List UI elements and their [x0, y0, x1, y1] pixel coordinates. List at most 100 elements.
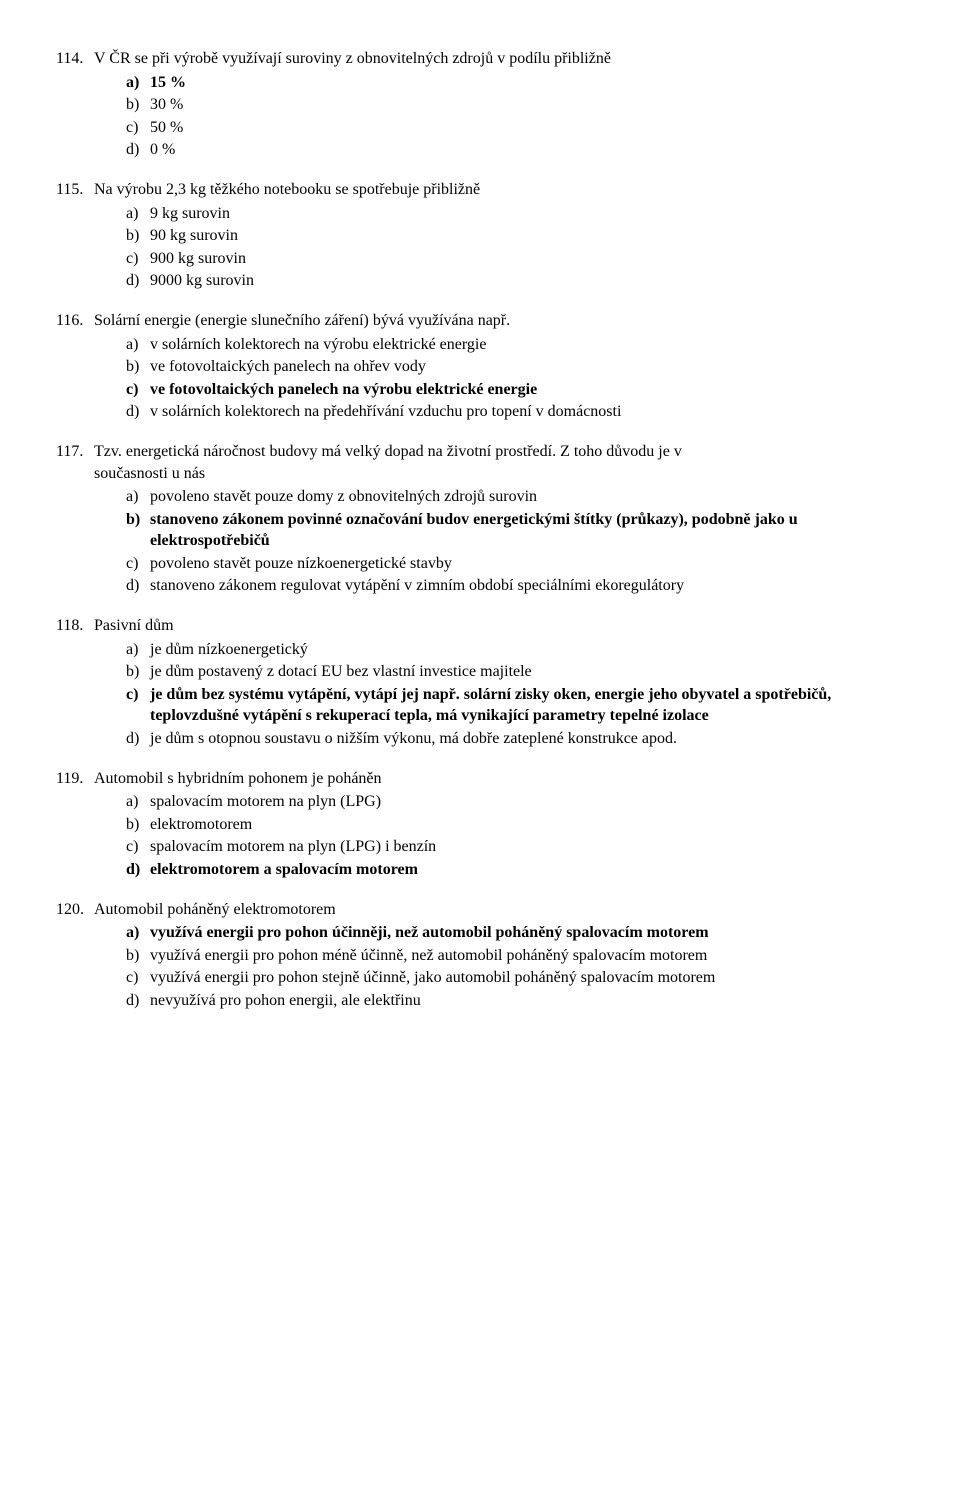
option-text: je dům bez systému vytápění, vytápí jej …: [150, 684, 904, 727]
options-list: a)spalovacím motorem na plyn (LPG)b)elek…: [126, 791, 904, 880]
question-stem: Pasivní dům: [94, 615, 904, 637]
option-text: využívá energii pro pohon stejně účinně,…: [150, 967, 904, 989]
option-text: elektromotorem: [150, 814, 904, 836]
option-text: je dům postavený z dotací EU bez vlastní…: [150, 661, 904, 683]
option-letter: c): [126, 836, 150, 858]
option-text: 90 kg surovin: [150, 225, 904, 247]
option-text: 0 %: [150, 139, 904, 161]
question-number: 119.: [56, 768, 94, 790]
option-letter: a): [126, 639, 150, 661]
question: 117.Tzv. energetická náročnost budovy má…: [56, 441, 904, 597]
option: d)stanoveno zákonem regulovat vytápění v…: [126, 575, 904, 597]
question-stem-row: 119.Automobil s hybridním pohonem je poh…: [56, 768, 904, 790]
option-text: ve fotovoltaických panelech na výrobu el…: [150, 379, 904, 401]
option-text: elektromotorem a spalovacím motorem: [150, 859, 904, 881]
option-letter: c): [126, 379, 150, 401]
option: d)v solárních kolektorech na předehříván…: [126, 401, 904, 423]
question-number: 118.: [56, 615, 94, 637]
options-list: a)povoleno stavět pouze domy z obnovitel…: [126, 486, 904, 597]
option-text: je dům nízkoenergetický: [150, 639, 904, 661]
question-stem: Automobil s hybridním pohonem je poháněn: [94, 768, 904, 790]
option-text: 9 kg surovin: [150, 203, 904, 225]
option-letter: b): [126, 509, 150, 531]
question-stem: Solární energie (energie slunečního záře…: [94, 310, 904, 332]
option-letter: b): [126, 945, 150, 967]
option-text: nevyužívá pro pohon energii, ale elektři…: [150, 990, 904, 1012]
option: b)30 %: [126, 94, 904, 116]
option-text: využívá energii pro pohon účinněji, než …: [150, 922, 904, 944]
option-letter: a): [126, 72, 150, 94]
option-text: povoleno stavět pouze domy z obnovitelný…: [150, 486, 904, 508]
option-text: spalovacím motorem na plyn (LPG): [150, 791, 904, 813]
option-text: 50 %: [150, 117, 904, 139]
option-letter: a): [126, 922, 150, 944]
option-text: je dům s otopnou soustavu o nižším výkon…: [150, 728, 904, 750]
question: 114.V ČR se při výrobě využívají surovin…: [56, 48, 904, 161]
option: a)spalovacím motorem na plyn (LPG): [126, 791, 904, 813]
option-text: v solárních kolektorech na předehřívání …: [150, 401, 904, 423]
option-text: spalovacím motorem na plyn (LPG) i benzí…: [150, 836, 904, 858]
question-stem-row: 118.Pasivní dům: [56, 615, 904, 637]
option-letter: d): [126, 575, 150, 597]
option-letter: d): [126, 990, 150, 1012]
option-letter: b): [126, 814, 150, 836]
option-text: využívá energii pro pohon méně účinně, n…: [150, 945, 904, 967]
option-letter: c): [126, 684, 150, 706]
question-number: 120.: [56, 899, 94, 921]
option-letter: a): [126, 791, 150, 813]
options-list: a)je dům nízkoenergetickýb)je dům postav…: [126, 639, 904, 750]
option-text: 9000 kg surovin: [150, 270, 904, 292]
question-stem: Tzv. energetická náročnost budovy má vel…: [94, 441, 904, 463]
question-stem-row: 114.V ČR se při výrobě využívají surovin…: [56, 48, 904, 70]
option: c)50 %: [126, 117, 904, 139]
option: a)v solárních kolektorech na výrobu elek…: [126, 334, 904, 356]
option-text: povoleno stavět pouze nízkoenergetické s…: [150, 553, 904, 575]
option-letter: b): [126, 225, 150, 247]
option: c)je dům bez systému vytápění, vytápí je…: [126, 684, 904, 727]
option-letter: c): [126, 117, 150, 139]
question-number: 114.: [56, 48, 94, 70]
document-body: 114.V ČR se při výrobě využívají surovin…: [56, 48, 904, 1012]
option: b)stanoveno zákonem povinné označování b…: [126, 509, 904, 552]
option-letter: c): [126, 248, 150, 270]
question: 116.Solární energie (energie slunečního …: [56, 310, 904, 423]
option-text: v solárních kolektorech na výrobu elektr…: [150, 334, 904, 356]
option: d)elektromotorem a spalovacím motorem: [126, 859, 904, 881]
question-stem-row: 120.Automobil poháněný elektromotorem: [56, 899, 904, 921]
question-stem: Automobil poháněný elektromotorem: [94, 899, 904, 921]
option: b)90 kg surovin: [126, 225, 904, 247]
question: 119.Automobil s hybridním pohonem je poh…: [56, 768, 904, 881]
option: d)9000 kg surovin: [126, 270, 904, 292]
option: d)je dům s otopnou soustavu o nižším výk…: [126, 728, 904, 750]
question-stem-row: 115.Na výrobu 2,3 kg těžkého notebooku s…: [56, 179, 904, 201]
option-letter: d): [126, 728, 150, 750]
question: 118.Pasivní důma)je dům nízkoenergetický…: [56, 615, 904, 750]
option: c)900 kg surovin: [126, 248, 904, 270]
option-text: stanoveno zákonem regulovat vytápění v z…: [150, 575, 904, 597]
option: a)využívá energii pro pohon účinněji, ne…: [126, 922, 904, 944]
options-list: a)využívá energii pro pohon účinněji, ne…: [126, 922, 904, 1011]
option-letter: a): [126, 334, 150, 356]
options-list: a)9 kg surovinb)90 kg surovinc)900 kg su…: [126, 203, 904, 292]
option-letter: b): [126, 356, 150, 378]
question-stem: Na výrobu 2,3 kg těžkého notebooku se sp…: [94, 179, 904, 201]
option-text: stanoveno zákonem povinné označování bud…: [150, 509, 904, 552]
question-stem-continuation: současnosti u nás: [94, 463, 904, 485]
option: b)ve fotovoltaických panelech na ohřev v…: [126, 356, 904, 378]
option-letter: a): [126, 203, 150, 225]
option: c)spalovacím motorem na plyn (LPG) i ben…: [126, 836, 904, 858]
option-text: 900 kg surovin: [150, 248, 904, 270]
option-text: 30 %: [150, 94, 904, 116]
option-text: 15 %: [150, 72, 904, 94]
option-text: ve fotovoltaických panelech na ohřev vod…: [150, 356, 904, 378]
option: c)využívá energii pro pohon stejně účinn…: [126, 967, 904, 989]
question: 120.Automobil poháněný elektromotorema)v…: [56, 899, 904, 1012]
option: c)ve fotovoltaických panelech na výrobu …: [126, 379, 904, 401]
option: d)0 %: [126, 139, 904, 161]
option: a)je dům nízkoenergetický: [126, 639, 904, 661]
option: a)9 kg surovin: [126, 203, 904, 225]
option: b)elektromotorem: [126, 814, 904, 836]
option-letter: b): [126, 94, 150, 116]
question-number: 115.: [56, 179, 94, 201]
option-letter: d): [126, 139, 150, 161]
